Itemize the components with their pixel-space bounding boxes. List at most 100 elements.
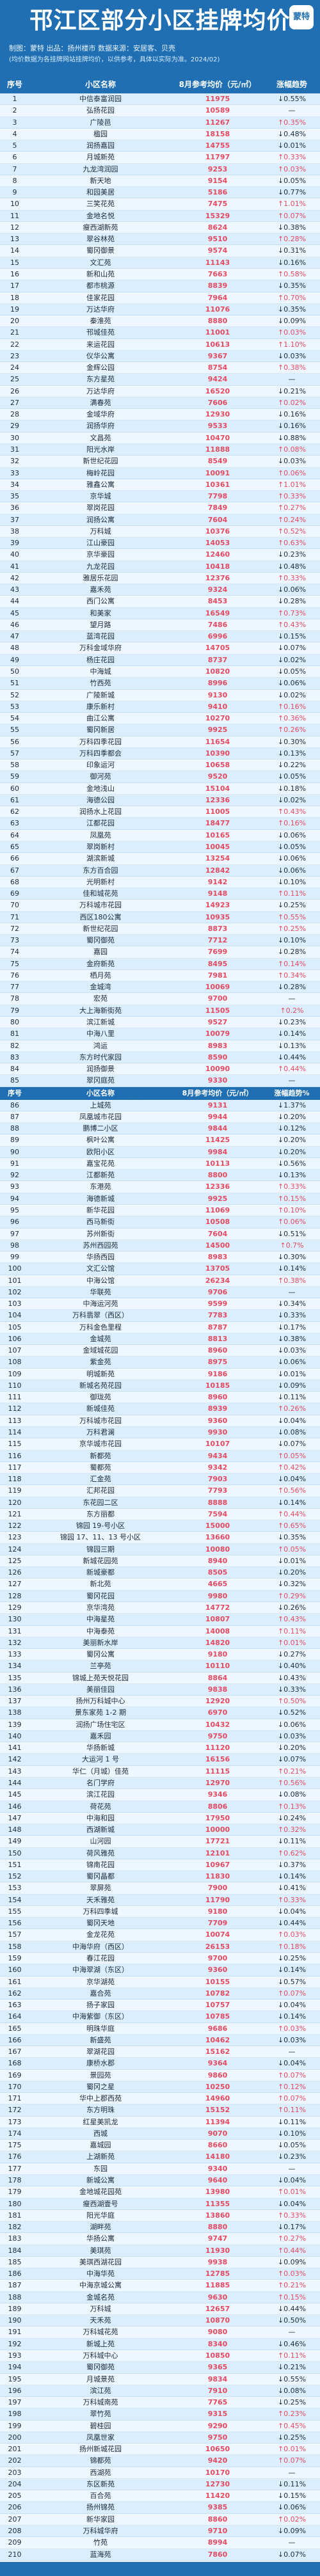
cell-name: 新北苑 <box>90 1580 111 1589</box>
cell-change: ↓0.24% <box>277 1813 307 1822</box>
table-row: 9 和园美居 5186 ↓0.77% <box>0 187 320 199</box>
cell-change: ↑0.01% <box>277 2445 307 2454</box>
table-row: 167 翠湖花园 15162 — <box>0 2046 320 2058</box>
table-row: 197 万科城南苑 7765 ↓0.25% <box>0 2397 320 2409</box>
cell-name: 新世纪花园 <box>83 924 118 933</box>
cell-change: ↑0.15% <box>277 2293 307 2302</box>
table-row: 182 湖畔苑 8880 ↓0.17% <box>0 2222 320 2234</box>
cell-price: 12730 <box>205 2479 230 2488</box>
cell-price: 10110 <box>205 1662 230 1671</box>
cell-change: ↓0.04% <box>277 1416 307 1425</box>
cell-change: ↑0.07% <box>277 2456 307 2465</box>
cell-rank: 28 <box>10 410 19 419</box>
cell-rank: 134 <box>8 1662 22 1671</box>
cell-price: 8960 <box>207 1346 228 1355</box>
cell-name: 御珑苑 <box>90 1393 111 1402</box>
table-row: 43 嘉禾苑 9324 ↓0.06% <box>0 584 320 596</box>
cell-change: ↓0.48% <box>277 562 307 571</box>
cell-name: 明城新苑 <box>86 1369 115 1378</box>
table-row: 68 光明新村 9142 ↓0.10% <box>0 876 320 889</box>
cell-change: ↓0.09% <box>277 2257 307 2266</box>
cell-rank: 151 <box>8 1860 22 1869</box>
table-row: 50 中海城 10820 ↓0.05% <box>0 666 320 678</box>
cell-rank: 157 <box>8 1930 22 1939</box>
cell-change: ↑0.03% <box>277 2270 307 2278</box>
cell-name: 中海紫御（东区） <box>72 2012 129 2021</box>
table-row: 204 东区新苑 12730 ↓0.11% <box>0 2478 320 2491</box>
cell-name: 邗城佳苑 <box>86 328 115 337</box>
cell-name: 弘扬花园 <box>86 106 115 115</box>
cell-rank: 144 <box>8 1778 22 1787</box>
cell-rank: 127 <box>8 1580 22 1589</box>
cell-name: 中海华府（西区） <box>72 1942 129 1951</box>
cell-name: 万科翡翠（西区） <box>72 1311 129 1320</box>
cell-name: 山河园 <box>90 1837 111 1846</box>
cell-name: 仪华公寓 <box>86 351 115 360</box>
cell-rank: 165 <box>8 2024 22 2033</box>
cell-rank: 171 <box>8 2094 22 2103</box>
cell-rank: 39 <box>10 539 19 548</box>
table-row: 79 大上海新街苑 11505 ↑0.2% <box>0 1005 320 1017</box>
cell-rank: 187 <box>8 2281 22 2290</box>
cell-price: 9925 <box>207 1194 228 1203</box>
cell-price: 10613 <box>205 340 230 349</box>
cell-change: ↑0.02% <box>277 398 307 407</box>
cell-change: ↑1.10% <box>277 340 307 349</box>
table-row: 141 华扬新城 11120 ↓0.20% <box>0 1742 320 1754</box>
cell-name: 上城苑 <box>90 1101 111 1109</box>
table-row: 19 万达华府 11076 ↓0.35% <box>0 303 320 316</box>
cell-change: ↓0.20% <box>277 1112 307 1121</box>
cell-rank: 11 <box>10 211 19 220</box>
cell-rank: 163 <box>8 2001 22 2010</box>
table-row: 115 京华城市花园 10107 ↓0.07% <box>0 1438 320 1451</box>
cell-change: ↓0.14% <box>277 1030 307 1038</box>
cell-price: 12657 <box>205 2304 230 2313</box>
cell-rank: 50 <box>10 667 19 676</box>
cell-price: 14705 <box>205 644 230 653</box>
cell-rank: 82 <box>10 1041 19 1050</box>
cell-change: ↓0.35% <box>277 282 307 290</box>
table-row: 126 新城豪都 8505 ↓0.20% <box>0 1567 320 1579</box>
cell-name: 中海八里 <box>86 1030 115 1038</box>
cell-rank: 131 <box>8 1626 22 1635</box>
cell-change: ↑0.50% <box>277 1697 307 1706</box>
cell-change: ↓0.57% <box>277 1977 307 1986</box>
cell-change: ↑0.73% <box>277 608 307 617</box>
table-row: 35 京华城 7798 ↑0.33% <box>0 491 320 503</box>
cell-change: ↓0.07% <box>277 1755 307 1764</box>
cell-rank: 76 <box>10 971 19 980</box>
cell-rank: 14 <box>10 246 19 255</box>
table-row: 97 苏州新街 7604 ↓0.51% <box>0 1228 320 1240</box>
cell-change: ↑0.07% <box>277 2071 307 2079</box>
cell-change: ↑0.16% <box>277 819 307 828</box>
cell-change: ↑0.13% <box>277 1802 307 1811</box>
cell-name: 蜀冈御苑 <box>86 936 115 945</box>
cell-price: 10376 <box>205 527 230 536</box>
table-row: 110 新城名苑花园 10185 ↓0.09% <box>0 1379 320 1392</box>
cell-rank: 109 <box>8 1369 22 1378</box>
cell-rank: 5 <box>12 141 17 150</box>
table-row: 33 梅岭花园 10091 ↑0.06% <box>0 467 320 479</box>
cell-price: 13860 <box>205 2211 230 2220</box>
cell-rank: 118 <box>8 1475 22 1484</box>
cell-rank: 153 <box>8 1884 22 1893</box>
cell-name: 锦园 19-号小区 <box>76 1522 125 1530</box>
table-row: 71 西区180公寓 10935 ↑0.55% <box>0 911 320 923</box>
cell-rank: 107 <box>8 1346 22 1355</box>
cell-change: ↑0.35% <box>277 118 307 127</box>
cell-name: 华扬新城 <box>86 1744 115 1753</box>
cell-price: 10785 <box>205 2012 230 2021</box>
table-row: 37 润扬公寓 7604 ↑0.24% <box>0 514 320 526</box>
table-row: 131 中海泰苑 14008 ↑0.11% <box>0 1625 320 1637</box>
cell-change: ↓0.02% <box>277 655 307 664</box>
cell-name: 中海城 <box>90 667 111 676</box>
cell-price: 7900 <box>207 1884 228 1893</box>
cell-price: 10155 <box>205 1977 230 1986</box>
cell-price: 11420 <box>205 2492 230 2500</box>
cell-name: 金地名悦 <box>86 211 115 220</box>
cell-change: ↓0.02% <box>277 690 307 699</box>
cell-price: 8939 <box>207 1404 228 1413</box>
cell-rank: 63 <box>10 819 19 828</box>
cell-name: 蜀冈晶都 <box>86 1872 115 1881</box>
table-row: 187 中海京城公寓 11885 ↑0.21% <box>0 2280 320 2292</box>
